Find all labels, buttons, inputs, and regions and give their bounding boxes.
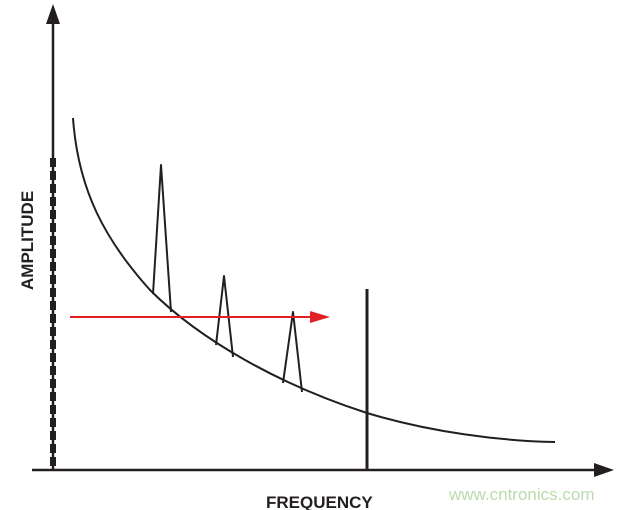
spectral-peak-1 [152,164,172,313]
spectral-peak-3 [282,311,303,393]
x-axis-label: FREQUENCY [266,493,373,510]
threshold-arrowhead [310,311,330,323]
watermark: www.cntronics.com [448,485,594,504]
x-axis-arrowhead [594,463,614,477]
y-axis-arrowhead [46,4,60,24]
y-axis-label: AMPLITUDE [18,191,37,290]
spectral-peak-2 [215,275,234,358]
noise-floor-curve [72,117,556,443]
